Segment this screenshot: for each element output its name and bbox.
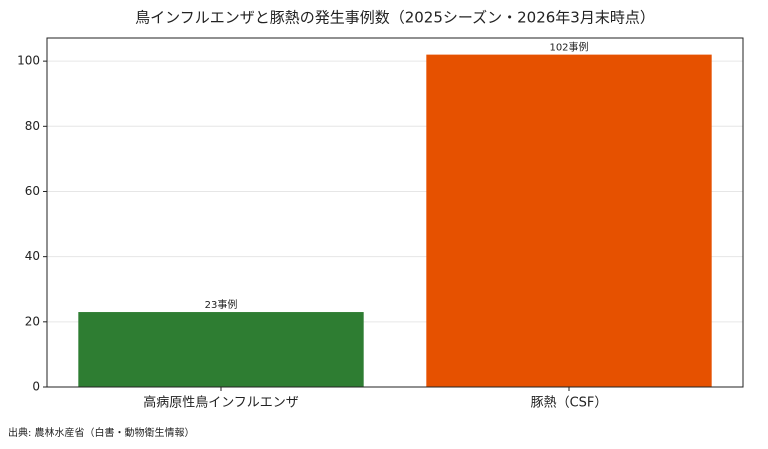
plot-frame — [46, 37, 744, 388]
bar — [426, 54, 712, 387]
y-tick-label: 100 — [17, 54, 40, 68]
x-tick-label: 豚熱（CSF） — [531, 396, 608, 411]
value-label: 102事例 — [549, 41, 588, 54]
y-tick-label: 20 — [25, 314, 40, 328]
y-tick-label: 80 — [25, 119, 40, 133]
y-tick-label: 0 — [32, 380, 40, 394]
x-tick-label: 高病原性鳥インフルエンザ — [143, 395, 299, 411]
value-label: 23事例 — [205, 298, 238, 311]
source-note: 出典: 農林水産省（白書・動物衛生情報） — [8, 426, 195, 439]
y-tick-label: 60 — [25, 184, 40, 198]
bar — [78, 312, 364, 387]
chart-title: 鳥インフルエンザと豚熱の発生事例数（2025シーズン・2026年3月末時点） — [135, 9, 655, 27]
y-tick-label: 40 — [25, 249, 40, 263]
